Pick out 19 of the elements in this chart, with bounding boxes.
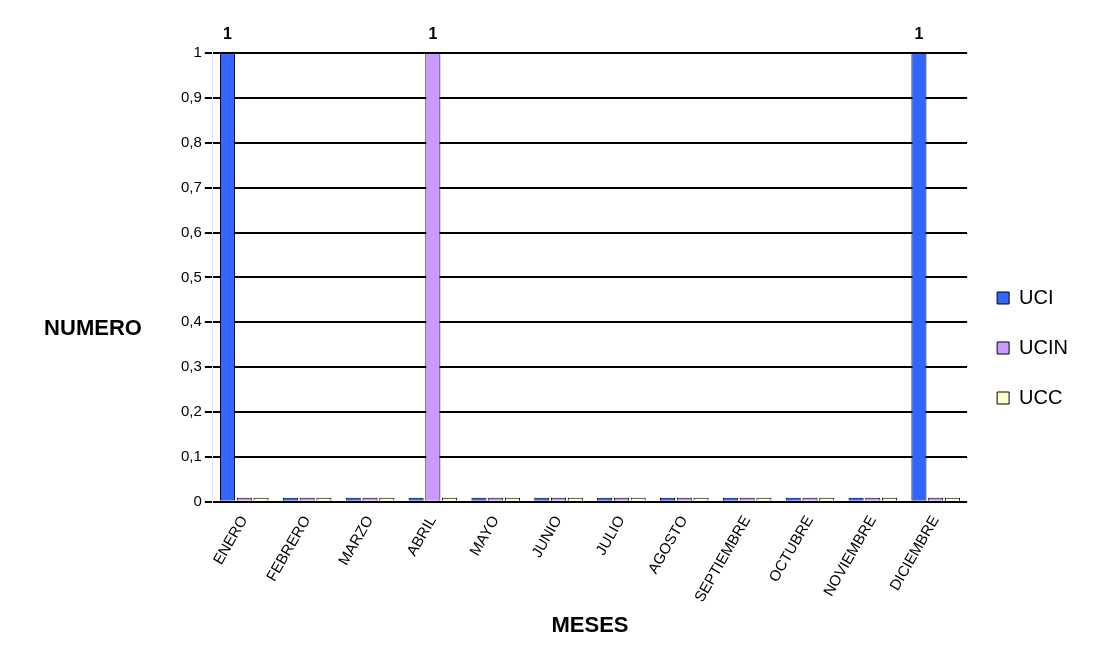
y-tick-label: 0 [193, 492, 202, 510]
legend-label: UCC [1019, 385, 1063, 408]
y-tick-label: 0,7 [180, 177, 202, 195]
y-tick-label: 1 [193, 43, 202, 61]
y-tick-label: 0,2 [180, 402, 202, 420]
y-tick-label: 0,6 [180, 222, 202, 240]
x-axis-title: MESES [551, 611, 629, 637]
y-tick-label: 0,1 [180, 447, 202, 465]
y-tick-label: 0,9 [180, 88, 202, 106]
legend-label: UCI [1019, 285, 1054, 308]
data-label: 1 [428, 25, 438, 43]
y-axis-title: NUMERO [43, 315, 143, 341]
y-tick-label: 0,5 [180, 267, 202, 285]
y-tick-label: 0,8 [180, 132, 202, 150]
y-tick-label: 0,4 [180, 312, 202, 330]
legend-label: UCIN [1019, 335, 1068, 358]
data-label: 1 [223, 25, 233, 43]
data-label: 1 [914, 25, 924, 43]
y-tick-label: 0,3 [180, 357, 202, 375]
